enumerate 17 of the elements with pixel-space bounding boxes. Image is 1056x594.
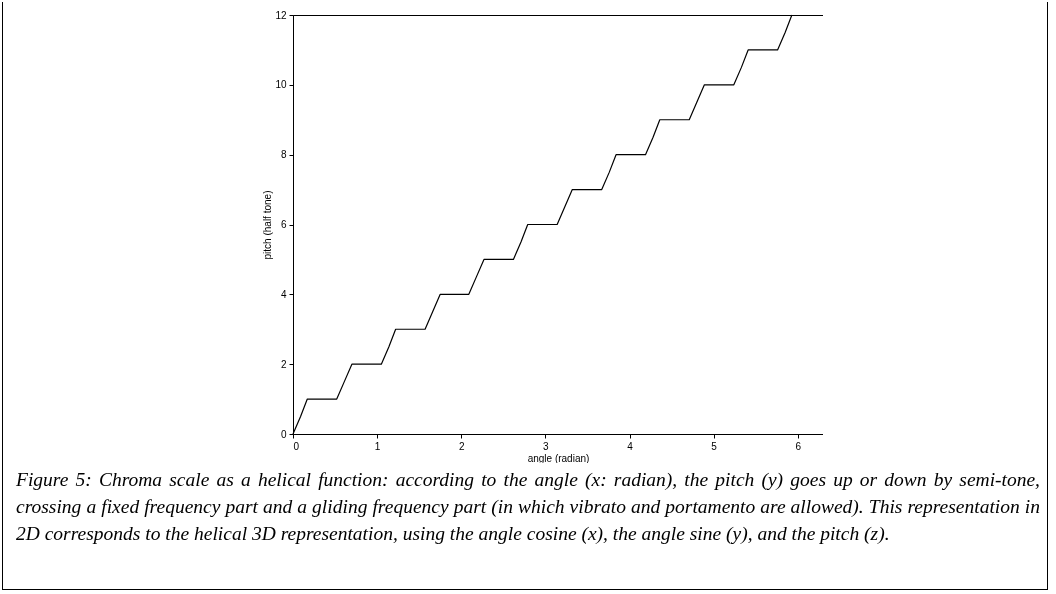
- x-tick-label: 0: [293, 440, 300, 452]
- y-tick-label: 0: [280, 428, 287, 440]
- x-tick-label: 5: [711, 440, 718, 452]
- y-tick-label: 2: [280, 358, 287, 370]
- y-tick-label: 6: [280, 219, 287, 230]
- x-tick-label: 6: [795, 440, 802, 452]
- y-tick-label: 10: [275, 79, 287, 91]
- x-tick-label: 2: [458, 440, 465, 452]
- y-tick-label: 8: [280, 149, 287, 161]
- y-tick-label: 4: [280, 288, 287, 300]
- y-axis-title: pitch (half tone): [262, 190, 274, 260]
- x-axis-title: angle (radian): [527, 452, 590, 464]
- caption: Figure 5: Chroma scale as a helical function: according to the angle (x: radian), the pitch (y) goes up or down by semi-tone, crossing a fixed frequency part and a gliding frequency part (in which vibrato and portamento are allowed). This representation in 2D corresponds to the helical 3D representation, using the angle cosine (x), the angle sine (y), and the pitch (z).: [16, 468, 1040, 546]
- x-tick-label: 3: [543, 440, 550, 452]
- x-tick-label: 4: [627, 440, 634, 452]
- y-tick-label: 12: [275, 9, 287, 21]
- x-tick-label: 1: [374, 440, 381, 452]
